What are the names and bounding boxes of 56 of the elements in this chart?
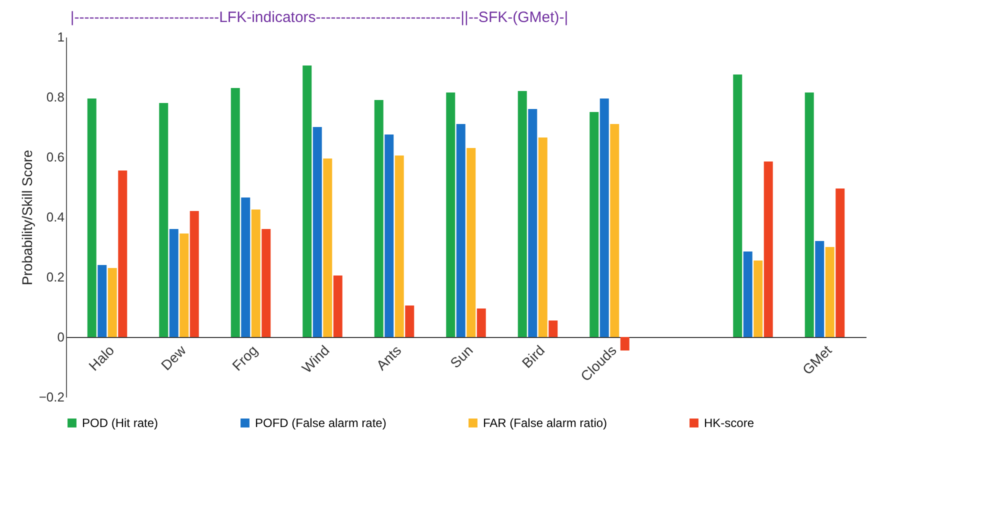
- bar: [538, 138, 548, 337]
- bar: [302, 66, 312, 337]
- legend-label: POFD (False alarm rate): [255, 416, 386, 430]
- bar: [405, 306, 414, 337]
- bar: [190, 211, 199, 337]
- bar: [374, 100, 384, 337]
- bar: [733, 74, 742, 337]
- bar: [159, 103, 168, 337]
- bar: [456, 124, 466, 337]
- bar: [108, 268, 117, 337]
- bar: [118, 170, 128, 337]
- bar: [180, 234, 189, 337]
- legend-label: HK-score: [704, 416, 754, 430]
- bar: [251, 210, 260, 337]
- text: |-----------------------------LFK-indicators-----------------------------||--SFK-(GMet)-|: [70, 9, 568, 26]
- bar: [825, 247, 834, 337]
- legend-label: POD (Hit rate): [82, 416, 158, 430]
- bar: [312, 127, 322, 337]
- bar: [754, 260, 763, 337]
- y-tick-label: 0: [57, 330, 64, 344]
- bar: [394, 156, 404, 337]
- bar: [230, 88, 240, 337]
- x-tick-label: Bird: [518, 342, 548, 372]
- bar: [262, 229, 271, 337]
- y-tick-label: 0.2: [46, 270, 64, 284]
- bar: [476, 308, 486, 337]
- bar: [600, 98, 609, 337]
- bar: [548, 320, 558, 337]
- bar: [446, 92, 456, 337]
- bar: [87, 98, 96, 337]
- bar: [466, 148, 476, 337]
- bar: [384, 134, 394, 337]
- y-axis-title: Probability/Skill Score: [18, 150, 35, 286]
- y-tick-label: 0.6: [46, 150, 64, 164]
- legend-label: FAR (False alarm ratio): [483, 416, 608, 430]
- y-tick-label: 0.4: [46, 210, 64, 224]
- y-tick-label: −0.2: [38, 390, 64, 404]
- bar: [323, 158, 332, 337]
- bar: [836, 188, 845, 337]
- bar: [528, 109, 538, 337]
- bar: [169, 229, 178, 337]
- bar: [333, 276, 342, 337]
- bar: [743, 252, 752, 337]
- bar: [804, 92, 814, 337]
- y-tick-label: 1: [57, 30, 64, 44]
- bar: [764, 162, 773, 337]
- bar: [620, 337, 630, 350]
- bar: [590, 112, 599, 337]
- bar: [610, 124, 620, 337]
- y-tick-label: 0.8: [46, 90, 64, 104]
- bar: [241, 198, 250, 337]
- x-tick-label: Sun: [446, 342, 476, 372]
- bar: [518, 91, 527, 337]
- x-tick-label: Halo: [85, 342, 118, 374]
- bar: [815, 241, 824, 337]
- bar: [98, 265, 107, 337]
